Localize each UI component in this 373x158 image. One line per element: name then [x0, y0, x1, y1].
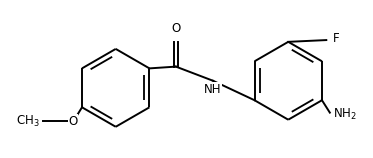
Text: F: F	[333, 32, 340, 45]
Text: O: O	[69, 115, 78, 128]
Text: O: O	[171, 22, 181, 35]
Text: NH$_2$: NH$_2$	[333, 107, 357, 122]
Text: CH$_3$: CH$_3$	[16, 114, 40, 129]
Text: NH: NH	[204, 82, 222, 96]
